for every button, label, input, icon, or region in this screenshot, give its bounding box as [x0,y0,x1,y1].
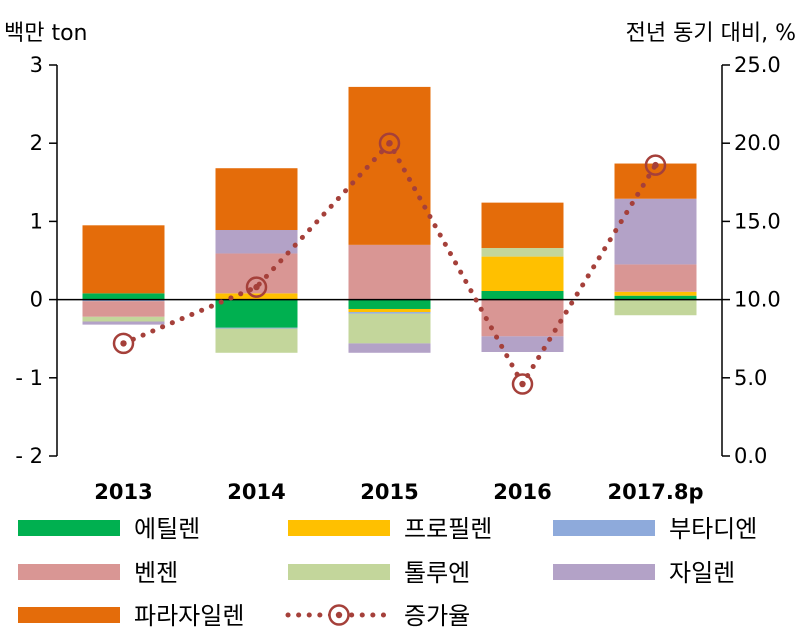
bar-1-3 [348,299,431,309]
left-tick-label: 1 [30,209,43,233]
right-tick-label: 15.0 [734,209,781,233]
growth-marker-dot-5 [652,161,659,169]
bar-5-5 [614,299,697,316]
right-tick-label: 20.0 [734,131,781,155]
left-tick-label: 0 [30,288,43,312]
axes-layer: 3 2 1 0 - 1 - 2 25.0 20.0 15.0 10.0 5.0 0.0 2013 2014… [4,21,796,504]
category-label: 2014 [227,480,285,504]
category-label: 2017.8p [607,480,703,504]
right-tick-label: 5.0 [734,366,767,390]
legend-line-marker-dot [335,611,343,619]
line-layer [112,132,667,395]
legend-label-4: 벤젠 [134,559,178,587]
growth-marker-dot-4 [519,380,526,388]
growth-marker-4 [511,373,534,395]
bar-2-4 [481,256,564,291]
category-label: 2013 [94,480,152,504]
bar-6-1 [82,321,165,325]
bar-6-2 [215,230,298,254]
growth-marker-5 [644,154,667,176]
right-tick-label: 0.0 [734,444,767,468]
legend-label-6: 자일렌 [669,559,735,587]
left-axis-unit: 백만 ton [4,21,88,46]
bar-5-1 [82,316,165,322]
bar-6-5 [614,198,697,265]
legend-label-7: 파라자일렌 [134,602,244,630]
growth-marker-dot-1 [120,340,127,347]
bar-4-1 [82,301,165,317]
bar-1-4 [481,290,564,300]
bar-7-2 [215,168,298,231]
right-axis-unit: 전년 동기 대비, % [626,21,796,46]
legend-label-2: 프로필렌 [404,515,492,543]
legend-label-1: 에틸렌 [134,515,200,543]
bar-7-4 [481,202,564,248]
bars-layer [82,86,697,353]
legend-swatch-6 [553,564,655,580]
bar-6-3 [348,343,431,353]
legend-swatch-3 [553,520,655,536]
bar-5-2 [215,328,298,353]
right-tick-label: 10.0 [734,288,781,312]
left-tick-label: 2 [30,131,43,155]
legend-label-5: 톨루엔 [404,559,470,587]
legend-swatch-1 [18,520,120,536]
legend-label-3: 부타디엔 [669,515,757,543]
bar-1-2 [215,299,298,328]
bar-4-3 [348,244,431,300]
bar-3-1 [82,299,165,302]
bar-3-2 [215,327,298,329]
growth-marker-2 [245,276,268,298]
growth-marker-1 [112,332,135,355]
bar-2-3 [348,308,431,313]
bar-2-5 [614,291,697,296]
bar-7-5 [614,163,697,199]
growth-marker-dot-2 [253,283,260,291]
bar-7-1 [82,225,165,294]
category-label: 2015 [360,480,418,504]
legend-swatch-2 [288,520,390,536]
growth-marker-3 [378,132,401,154]
bar-1-5 [614,295,697,300]
bar-1-1 [82,293,165,300]
left-tick-label: - 1 [15,366,43,390]
left-tick-label: - 2 [15,444,43,468]
bar-4-4 [481,299,564,337]
bar-7-3 [348,86,431,245]
bar-5-3 [348,313,431,344]
legend-label-line: 증가율 [404,602,470,630]
left-tick-label: 3 [30,53,43,77]
bar-5-4 [481,247,564,257]
growth-marker-dot-3 [386,140,393,147]
legend-swatch-5 [288,564,390,580]
bar-4-5 [614,264,697,292]
legend-swatch-7 [18,607,120,623]
bar-3-3 [348,312,431,314]
right-tick-label: 25.0 [734,53,781,77]
category-label: 2016 [493,480,551,504]
legend-swatch-4 [18,564,120,580]
